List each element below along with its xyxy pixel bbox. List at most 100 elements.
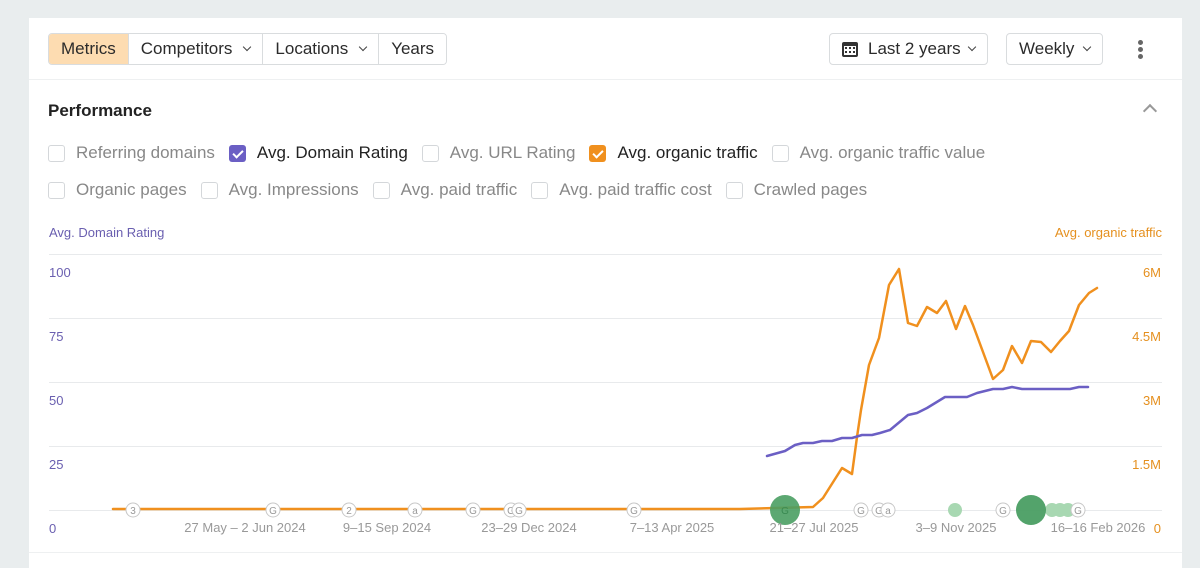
x-tick: 7–13 Apr 2025 — [629, 520, 715, 535]
checkbox-label: Avg. paid traffic — [400, 180, 518, 199]
x-tick: 16–16 Feb 2026 — [1050, 520, 1146, 535]
checkbox-box[interactable] — [48, 181, 65, 199]
left-y-tick: 75 — [49, 329, 64, 344]
kebab-menu-icon — [1138, 40, 1143, 45]
google-update-icon[interactable]: G — [626, 502, 642, 518]
x-tick: 21–27 Jul 2025 — [769, 520, 859, 535]
checkbox-avg-organic-traffic-value[interactable]: Avg. organic traffic value — [771, 143, 986, 163]
checkbox-avg-paid-traffic-cost[interactable]: Avg. paid traffic cost — [531, 180, 712, 200]
more-options-button[interactable] — [1138, 40, 1144, 60]
checkbox-box[interactable] — [725, 181, 743, 199]
svg-text:G: G — [630, 506, 638, 517]
tab-locations[interactable]: Locations — [263, 34, 380, 64]
google-update-icon[interactable]: G — [995, 502, 1011, 518]
x-tick: 9–15 Sep 2024 — [342, 520, 432, 535]
right-axis-title: Avg. organic traffic — [1054, 225, 1162, 240]
date-range-dropdown[interactable]: Last 2 years — [829, 33, 988, 65]
google-update-icon[interactable]: G — [465, 502, 481, 518]
annotation-icon[interactable]: a — [880, 502, 896, 518]
svg-text:G: G — [999, 506, 1007, 517]
gridlines — [49, 254, 1162, 511]
update-badge[interactable]: 3 — [125, 502, 141, 518]
checkbox-label: Avg. Domain Rating — [256, 143, 408, 162]
checkbox-crawled-pages[interactable]: Crawled pages — [725, 180, 868, 200]
svg-text:G: G — [469, 506, 477, 517]
checkbox-box[interactable] — [228, 144, 246, 162]
kebab-dot — [1138, 47, 1143, 52]
annotation-icon[interactable]: a — [407, 502, 423, 518]
checkbox-label: Organic pages — [76, 180, 187, 199]
calendar-icon — [842, 41, 858, 57]
checkbox-box[interactable] — [48, 144, 65, 162]
google-update-icon[interactable]: G — [511, 502, 527, 518]
view-segmented-control: Metrics Competitors Locations Years — [48, 33, 448, 65]
organic-traffic-line — [111, 267, 1099, 511]
svg-text:G: G — [781, 506, 789, 517]
svg-text:3: 3 — [130, 506, 136, 517]
checkbox-avg-url-rating[interactable]: Avg. URL Rating — [421, 143, 575, 163]
checkbox-avg-paid-traffic[interactable]: Avg. paid traffic — [372, 180, 518, 200]
annotation-markers: 3 G 2 a G G G G G G G a G G — [125, 495, 1086, 525]
tab-competitors-label: Competitors — [140, 39, 233, 58]
svg-text:G: G — [875, 506, 883, 517]
left-y-tick: 50 — [49, 393, 64, 408]
checkbox-avg-domain-rating[interactable]: Avg. Domain Rating — [228, 143, 408, 163]
divider — [29, 552, 1182, 553]
checkbox-box[interactable] — [771, 144, 789, 162]
google-update-icon[interactable]: G — [853, 502, 869, 518]
checkbox-box[interactable] — [421, 144, 439, 162]
checkbox-box[interactable] — [200, 181, 218, 199]
left-y-tick: 100 — [49, 265, 71, 280]
tab-metrics-label: Metrics — [61, 39, 116, 58]
tab-years[interactable]: Years — [379, 34, 447, 64]
checkbox-label: Avg. organic traffic — [617, 143, 758, 162]
major-update-marker[interactable]: G — [770, 495, 800, 525]
right-y-tick: 3M — [1142, 393, 1161, 408]
svg-text:G: G — [1074, 506, 1082, 517]
svg-text:a: a — [412, 506, 418, 517]
checkbox-label: Referring domains — [76, 143, 215, 162]
checkbox-organic-pages[interactable]: Organic pages — [48, 180, 187, 200]
checkbox-label: Avg. organic traffic value — [799, 143, 986, 162]
svg-text:G: G — [507, 506, 515, 517]
right-y-tick: 4.5M — [1132, 329, 1161, 344]
right-y-tick: 0 — [1153, 521, 1161, 536]
right-y-tick: 6M — [1142, 265, 1161, 280]
checkbox-label: Avg. Impressions — [228, 180, 359, 199]
checkbox-box[interactable] — [531, 181, 549, 199]
performance-card: Metrics Competitors Locations Years Last… — [29, 18, 1182, 568]
x-tick: 27 May – 2 Jun 2024 — [184, 520, 306, 535]
checkbox-box[interactable] — [589, 144, 607, 162]
left-y-tick: 25 — [49, 457, 64, 472]
google-update-icon[interactable]: G — [1070, 502, 1086, 518]
left-axis-title: Avg. Domain Rating — [49, 225, 165, 240]
right-y-tick: 1.5M — [1132, 457, 1161, 472]
svg-text:2: 2 — [346, 506, 352, 517]
tab-competitors[interactable]: Competitors — [128, 34, 264, 64]
x-tick: 3–9 Nov 2025 — [915, 520, 997, 535]
checkbox-box[interactable] — [372, 181, 390, 199]
major-update-marker[interactable] — [1016, 495, 1046, 525]
granularity-label: Weekly — [1019, 39, 1075, 58]
granularity-dropdown[interactable]: Weekly — [1006, 33, 1104, 65]
svg-text:G: G — [269, 506, 277, 517]
tab-locations-label: Locations — [275, 39, 349, 58]
svg-text:G: G — [857, 506, 865, 517]
tab-metrics[interactable]: Metrics — [49, 34, 129, 64]
x-tick: 23–29 Dec 2024 — [481, 520, 577, 535]
svg-text:G: G — [515, 506, 523, 517]
kebab-dot — [1138, 54, 1143, 59]
update-badge[interactable]: 2 — [341, 502, 357, 518]
metrics-row-2: Organic pages Avg. Impressions Avg. paid… — [48, 180, 881, 200]
toolbar: Metrics Competitors Locations Years Last… — [29, 18, 1182, 80]
tab-years-label: Years — [391, 39, 435, 58]
google-update-icon[interactable]: G — [265, 502, 281, 518]
date-range-label: Last 2 years — [868, 39, 961, 58]
checkbox-avg-organic-traffic[interactable]: Avg. organic traffic — [589, 143, 758, 163]
checkbox-referring-domains[interactable]: Referring domains — [48, 143, 215, 163]
left-y-tick: 0 — [49, 521, 57, 536]
checkbox-label: Crawled pages — [753, 180, 868, 199]
minor-update-marker[interactable] — [948, 503, 962, 517]
checkbox-avg-impressions[interactable]: Avg. Impressions — [200, 180, 359, 200]
